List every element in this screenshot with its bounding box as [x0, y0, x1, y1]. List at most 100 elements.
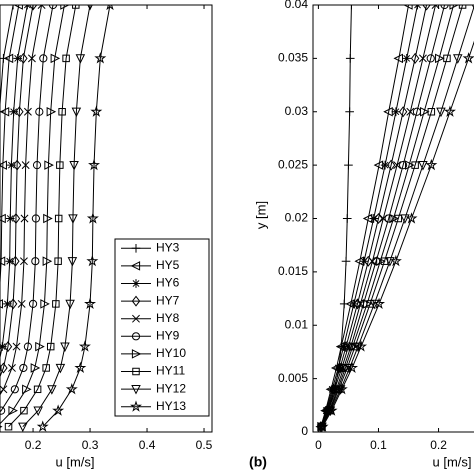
marker [28, 299, 38, 308]
marker [348, 341, 359, 352]
marker [87, 5, 93, 11]
marker [130, 400, 142, 412]
series-line [0, 5, 54, 413]
marker [54, 214, 63, 223]
marker [341, 363, 351, 373]
marker [376, 256, 386, 266]
marker [426, 54, 435, 63]
marker [132, 367, 140, 376]
marker [325, 404, 338, 416]
marker [0, 342, 7, 351]
marker [339, 342, 348, 351]
marker [400, 214, 410, 224]
marker [394, 214, 403, 223]
marker [10, 385, 19, 394]
marker [72, 5, 80, 9]
marker [458, 5, 467, 9]
marker [8, 363, 16, 372]
x-tick-label: 0.2 [430, 438, 447, 452]
marker [88, 158, 101, 171]
series-line [320, 5, 437, 427]
marker [325, 406, 336, 417]
marker [12, 159, 22, 171]
x-tick-label: 0.2 [25, 438, 42, 452]
marker [7, 160, 16, 170]
marker [406, 107, 415, 116]
marker [40, 299, 50, 309]
marker [31, 257, 40, 266]
marker [11, 212, 21, 225]
marker [342, 214, 352, 223]
marker [391, 107, 401, 117]
marker [453, 54, 463, 64]
marker [35, 341, 45, 352]
x-tick-label: 0.5 [196, 438, 213, 452]
marker [84, 297, 97, 309]
marker [5, 256, 15, 266]
marker [106, 5, 114, 11]
marker [42, 256, 53, 266]
marker [0, 54, 8, 63]
marker [371, 257, 381, 266]
marker [374, 212, 383, 225]
marker [42, 364, 50, 372]
marker [48, 5, 58, 10]
marker [344, 160, 353, 170]
marker [405, 212, 418, 224]
marker [327, 384, 337, 394]
marker [4, 422, 13, 431]
marker [21, 161, 30, 170]
marker [373, 297, 386, 309]
plot-frame [0, 4, 213, 433]
marker [333, 363, 343, 373]
marker [131, 243, 141, 253]
series-line [22, 5, 91, 428]
y-tick-label: 0.02 [285, 211, 309, 225]
marker [362, 299, 373, 309]
marker [335, 383, 348, 395]
marker [403, 5, 413, 10]
marker [20, 214, 29, 223]
marker [37, 5, 46, 9]
marker [418, 161, 428, 171]
legend-box [114, 238, 210, 417]
marker [36, 420, 49, 432]
marker [67, 257, 78, 267]
marker [435, 53, 445, 64]
plot-area [315, 5, 474, 432]
legend-label: HY3 [156, 240, 180, 254]
marker [449, 5, 460, 10]
marker [8, 405, 18, 416]
marker [31, 214, 41, 223]
marker [13, 5, 23, 10]
marker [436, 107, 446, 118]
marker [393, 161, 402, 170]
series-line [0, 5, 34, 378]
marker [462, 52, 474, 64]
marker [353, 342, 363, 353]
marker [23, 342, 33, 351]
marker [346, 361, 359, 374]
marker [58, 108, 66, 116]
series-line [320, 5, 410, 427]
marker [33, 406, 43, 417]
marker [43, 213, 53, 224]
marker [389, 213, 399, 224]
y-tick-label: 0.005 [278, 371, 308, 385]
y-tick-label: 0.025 [278, 157, 308, 171]
marker [20, 406, 28, 415]
y-tick-label: 0.015 [278, 264, 308, 278]
marker [19, 52, 28, 64]
marker [0, 362, 8, 374]
marker [27, 54, 36, 63]
marker [131, 349, 142, 359]
marker [33, 385, 42, 394]
marker [316, 420, 329, 432]
marker [386, 159, 396, 171]
marker [131, 385, 141, 395]
marker [28, 5, 38, 11]
legend-label: HY12 [156, 381, 186, 395]
marker [420, 106, 430, 117]
marker [46, 106, 57, 117]
